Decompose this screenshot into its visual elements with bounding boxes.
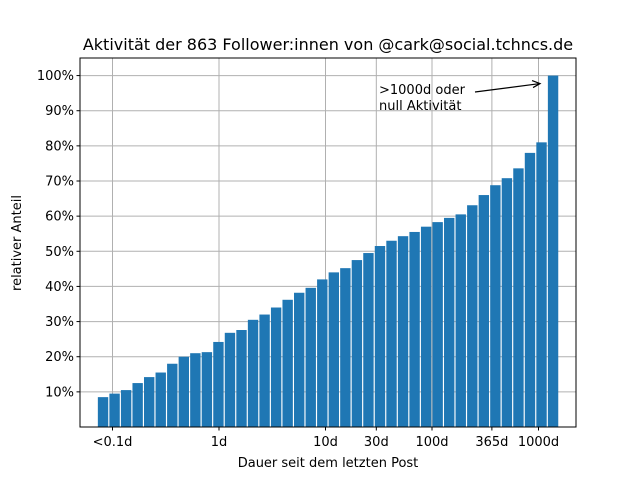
- bar: [155, 372, 166, 427]
- bar: [167, 363, 178, 427]
- y-tick-label: 90%: [45, 104, 74, 119]
- bar: [501, 178, 513, 427]
- bar: [190, 353, 201, 427]
- annotation-line1: >1000d oder: [379, 83, 466, 98]
- bar: [536, 142, 547, 428]
- x-axis-ticks: <0.1d 1d 10d 30d 100d 365d 1000d: [93, 427, 559, 450]
- bar: [547, 75, 559, 428]
- arrow-head-icon: [531, 80, 542, 89]
- annotation: >1000d oder null Aktivität: [379, 80, 542, 114]
- x-tick-label: 100d: [415, 435, 448, 450]
- bar: [201, 352, 213, 427]
- x-tick-label: 30d: [364, 435, 389, 450]
- y-tick-label: 10%: [45, 385, 74, 400]
- x-axis-label: Dauer seit dem letzten Post: [238, 456, 419, 471]
- bar: [455, 214, 466, 427]
- x-tick-label: 1d: [211, 435, 228, 450]
- bar: [317, 279, 328, 427]
- bar: [236, 330, 247, 427]
- bar: [259, 314, 270, 427]
- y-tick-label: 50%: [45, 245, 74, 260]
- y-tick-label: 100%: [37, 69, 74, 84]
- bar: [478, 195, 490, 427]
- bar: [524, 152, 536, 427]
- y-tick-label: 60%: [45, 210, 74, 225]
- bar: [109, 393, 120, 427]
- bar: [132, 383, 143, 427]
- grid-lines: [80, 58, 576, 427]
- bar: [386, 240, 397, 427]
- y-tick-label: 80%: [45, 139, 74, 154]
- x-tick-label: <0.1d: [93, 435, 133, 450]
- bar: [328, 272, 340, 427]
- bar: [294, 292, 305, 427]
- chart-title: Aktivität der 863 Follower:innen von @ca…: [83, 35, 573, 54]
- y-tick-label: 40%: [45, 280, 74, 295]
- bar: [97, 397, 109, 427]
- bar: [432, 222, 443, 427]
- plot-frame: [79, 57, 577, 428]
- bar: [467, 205, 478, 427]
- bar: [305, 287, 316, 427]
- x-tick-label: 365d: [475, 435, 508, 450]
- bar: [409, 231, 420, 427]
- bar: [351, 260, 363, 427]
- y-tick-label: 30%: [45, 315, 74, 330]
- y-axis-label: relativer Anteil: [10, 195, 25, 291]
- bar: [420, 226, 432, 427]
- bar: [144, 377, 155, 427]
- bar: [340, 268, 351, 427]
- bar: [444, 217, 455, 427]
- bar: [120, 390, 132, 427]
- bar: [282, 299, 293, 427]
- y-tick-label: 70%: [45, 175, 74, 190]
- bar: [363, 253, 374, 427]
- x-tick-label: 1000d: [518, 435, 559, 450]
- annotation-line2: null Aktivität: [379, 99, 461, 114]
- bar: [270, 307, 282, 427]
- bar: [224, 332, 236, 427]
- y-tick-label: 20%: [45, 350, 74, 365]
- bar: [247, 319, 259, 427]
- bar: [397, 236, 409, 427]
- bars: [97, 75, 559, 428]
- bar: [513, 168, 524, 427]
- x-tick-label: 10d: [313, 435, 338, 450]
- bar: [490, 185, 501, 427]
- annotation-arrow: [474, 82, 541, 93]
- bar: [178, 356, 190, 427]
- bar: [213, 341, 224, 427]
- bar: [374, 246, 386, 427]
- y-axis-ticks: 10% 20% 30% 40% 50% 60% 70% 80% 90% 100%: [37, 69, 80, 400]
